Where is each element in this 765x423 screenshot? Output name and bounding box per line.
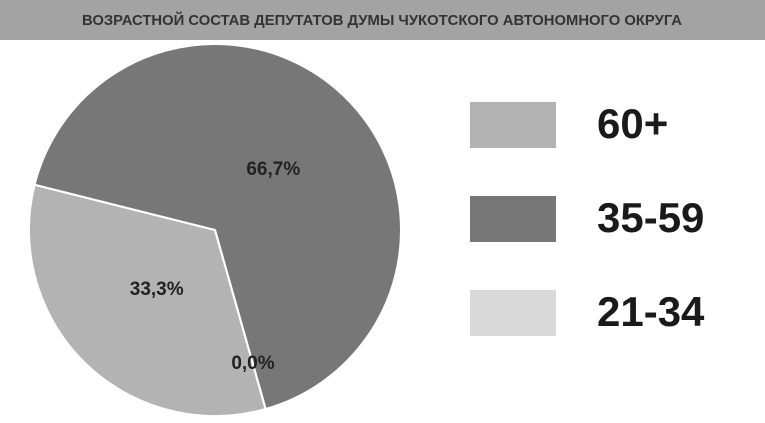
legend-swatch bbox=[470, 102, 556, 148]
legend-label: 35-59 bbox=[597, 194, 704, 241]
legend-label: 60+ bbox=[597, 100, 668, 147]
data-label: 0,0% bbox=[231, 353, 274, 374]
pie-slice bbox=[33, 43, 402, 411]
data-label: 33,3% bbox=[130, 279, 184, 300]
title-bar bbox=[0, 0, 765, 40]
pie-slice bbox=[28, 183, 267, 417]
chart-title: ВОЗРАСТНОЙ СОСТАВ ДЕПУТАТОВ ДУМЫ ЧУКОТСК… bbox=[82, 11, 682, 29]
legend-label: 21-34 bbox=[597, 288, 705, 335]
legend-swatch bbox=[470, 290, 556, 336]
data-label: 66,7% bbox=[246, 159, 300, 180]
legend-swatch bbox=[470, 196, 556, 242]
